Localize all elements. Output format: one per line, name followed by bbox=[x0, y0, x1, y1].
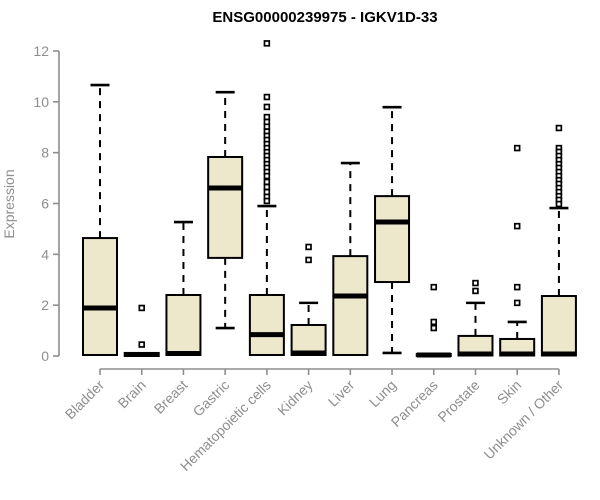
boxplot-skin bbox=[499, 144, 536, 357]
outlier-pancreas-0 bbox=[430, 283, 438, 291]
boxplot-gastric bbox=[207, 90, 244, 330]
x-tick-label-brain: Brain bbox=[114, 377, 148, 411]
boxplot-kidney bbox=[290, 243, 327, 356]
iqr-box-gastric bbox=[207, 155, 244, 259]
boxplot-bladder bbox=[82, 83, 118, 356]
outlier-hematopoietic-cells-2 bbox=[263, 103, 271, 111]
y-tick-label-2: 2 bbox=[41, 297, 49, 313]
boxplot-pancreas bbox=[415, 283, 452, 358]
outlier-pancreas-1 bbox=[430, 318, 438, 326]
y-tick-label-0: 0 bbox=[41, 348, 49, 364]
iqr-box-unknown-other bbox=[540, 295, 577, 357]
outlier-prostate-0 bbox=[472, 279, 479, 287]
iqr-box-lung bbox=[374, 195, 411, 284]
outlier-skin-3 bbox=[513, 299, 521, 307]
iqr-box-kidney bbox=[290, 323, 327, 356]
boxplot-breast bbox=[165, 220, 202, 356]
outlier-kidney-1 bbox=[305, 256, 312, 264]
y-tick-label-4: 4 bbox=[41, 246, 49, 262]
x-tick-label-prostate: Prostate bbox=[434, 377, 482, 425]
outlier-hematopoietic-cells-22 bbox=[263, 197, 271, 205]
x-tick-label-liver: Liver bbox=[325, 377, 358, 410]
x-tick-label-breast: Breast bbox=[151, 377, 191, 417]
chart-title: ENSG00000239975 - IGKV1D-33 bbox=[212, 9, 437, 26]
iqr-box-breast bbox=[165, 294, 202, 356]
iqr-box-bladder bbox=[82, 237, 118, 356]
outlier-kidney-0 bbox=[305, 243, 312, 251]
outlier-prostate-1 bbox=[472, 287, 479, 295]
boxplot-hematopoietic-cells bbox=[248, 40, 285, 356]
y-tick-label-8: 8 bbox=[41, 145, 49, 161]
x-tick-label-kidney: Kidney bbox=[274, 377, 316, 419]
outlier-brain-0 bbox=[138, 304, 145, 312]
boxplots bbox=[82, 40, 577, 358]
outlier-unknown-other-15 bbox=[555, 200, 563, 208]
iqr-box-liver bbox=[332, 255, 369, 356]
outlier-skin-1 bbox=[513, 222, 521, 230]
x-tick-label-skin: Skin bbox=[494, 377, 525, 408]
iqr-box-hematopoietic-cells bbox=[248, 294, 285, 356]
outlier-skin-2 bbox=[513, 283, 521, 291]
boxplot-liver bbox=[332, 161, 369, 356]
outlier-hematopoietic-cells-18 bbox=[263, 178, 271, 186]
outlier-skin-0 bbox=[513, 144, 521, 152]
y-tick-label-6: 6 bbox=[41, 196, 49, 212]
outlier-hematopoietic-cells-0 bbox=[263, 40, 271, 47]
x-tick-label-unknown-other: Unknown / Other bbox=[480, 377, 566, 463]
x-tick-label-lung: Lung bbox=[366, 377, 399, 410]
outlier-hematopoietic-cells-1 bbox=[263, 93, 271, 101]
y-tick-label-12: 12 bbox=[33, 43, 49, 59]
boxplot-brain bbox=[123, 304, 160, 358]
outlier-brain-1 bbox=[138, 341, 145, 348]
outlier-unknown-other-0 bbox=[555, 124, 563, 132]
boxplot-lung bbox=[374, 105, 411, 355]
outlier-pancreas-2 bbox=[430, 324, 438, 332]
boxplot-unknown-other bbox=[540, 124, 577, 357]
outlier-hematopoietic-cells-19 bbox=[263, 183, 271, 191]
y-tick-label-10: 10 bbox=[33, 94, 49, 110]
boxplot-prostate bbox=[457, 279, 494, 357]
x-tick-label-bladder: Bladder bbox=[62, 377, 108, 423]
y-axis-label: Expression bbox=[1, 169, 17, 238]
outlier-hematopoietic-cells-17 bbox=[263, 172, 271, 180]
